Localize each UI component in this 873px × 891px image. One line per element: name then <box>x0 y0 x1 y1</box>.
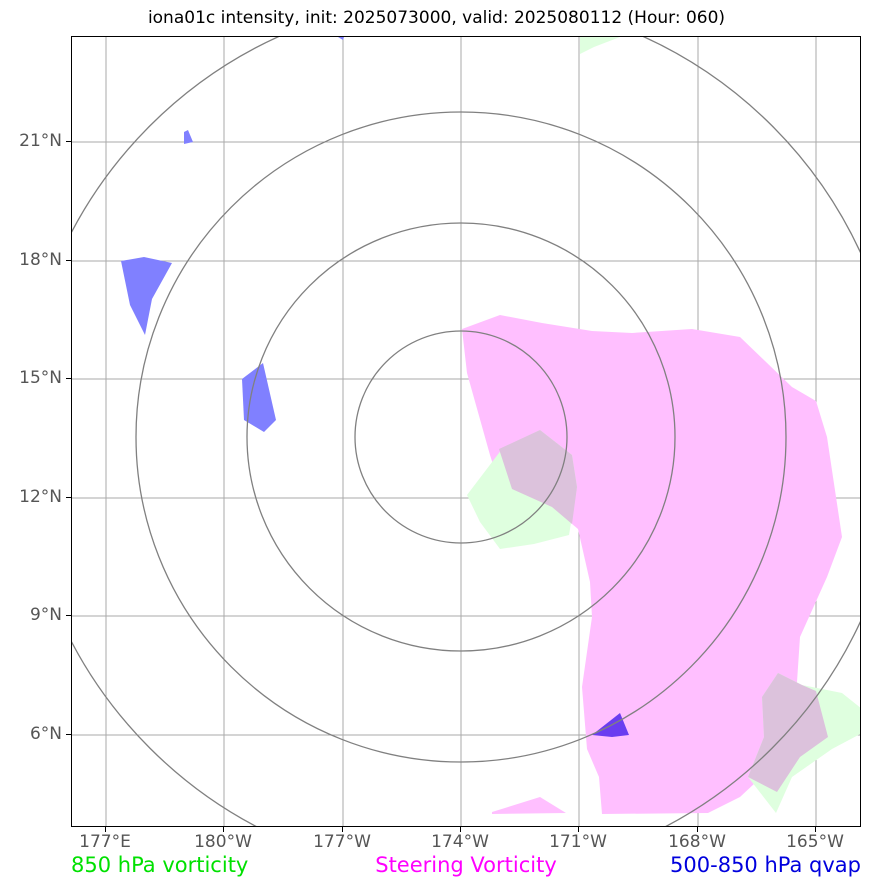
lon-label-168w: 168°W <box>668 832 726 852</box>
tick-lon-177e <box>105 827 106 832</box>
tick-lat-18n <box>66 260 71 261</box>
lon-label-165w: 165°W <box>786 832 844 852</box>
qvap-blob-west <box>121 257 172 335</box>
tick-lon-168w <box>697 827 698 832</box>
tick-lat-12n <box>66 497 71 498</box>
lat-label-21n: 21°N <box>19 131 62 151</box>
tick-lat-21n <box>66 141 71 142</box>
lon-label-171w: 171°W <box>549 832 607 852</box>
tick-lon-177w <box>342 827 343 832</box>
map-plot-area <box>71 36 861 827</box>
overlap-region-east <box>748 673 828 792</box>
tick-lon-171w <box>578 827 579 832</box>
legend-850-vorticity: 850 hPa vorticity <box>71 853 249 877</box>
qvap-blob-small <box>184 130 193 144</box>
tick-lat-15n <box>66 378 71 379</box>
vorticity-850-blob-top <box>580 37 620 54</box>
legend-qvap: 500-850 hPa qvap <box>670 853 861 877</box>
lat-label-9n: 9°N <box>29 605 62 625</box>
qvap-blob-center-west <box>242 363 276 432</box>
lon-label-174w: 174°W <box>431 832 489 852</box>
lon-label-180w: 180°W <box>194 832 252 852</box>
lat-label-6n: 6°N <box>29 724 62 744</box>
range-ring-3 <box>135 111 787 763</box>
map-canvas <box>72 37 860 826</box>
lon-label-177e: 177°E <box>79 832 131 852</box>
range-ring-2 <box>246 222 676 652</box>
range-rings <box>72 37 860 826</box>
range-ring-1 <box>354 330 568 544</box>
overlap-region-center <box>499 430 577 524</box>
steering-vorticity-field <box>462 315 842 814</box>
tick-lat-6n <box>66 734 71 735</box>
steering-vorticity-blob-south <box>492 797 566 814</box>
tick-lon-174w <box>460 827 461 832</box>
lon-label-177w: 177°W <box>313 832 371 852</box>
tick-lon-180w <box>223 827 224 832</box>
legend-steering-vorticity: Steering Vorticity <box>375 853 557 877</box>
lat-label-15n: 15°N <box>19 368 62 388</box>
lat-label-18n: 18°N <box>19 250 62 270</box>
tick-lon-165w <box>815 827 816 832</box>
lat-label-12n: 12°N <box>19 487 62 507</box>
tick-lat-9n <box>66 615 71 616</box>
qvap-blob-top <box>338 37 344 40</box>
map-title: iona01c intensity, init: 2025073000, val… <box>147 8 726 28</box>
